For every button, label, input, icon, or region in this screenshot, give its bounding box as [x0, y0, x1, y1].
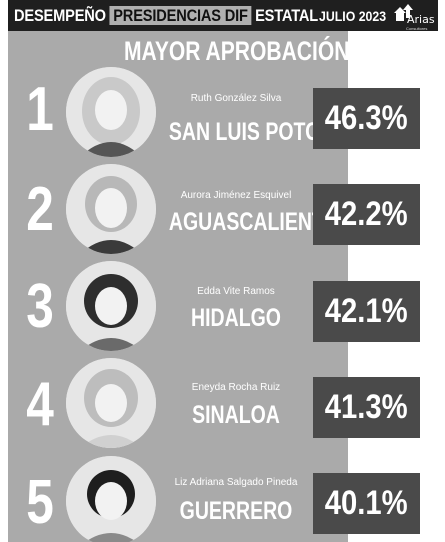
person-name: Liz Adriana Salgado Pineda [174, 477, 298, 488]
approval-box: 42.2% [313, 184, 420, 245]
approval-percent: 40.1% [325, 484, 408, 522]
state-name: SINALOA [192, 401, 280, 429]
person-name: Eneyda Rocha Ruiz [191, 382, 281, 393]
rank-number: 2 [26, 175, 54, 244]
approval-percent: 46.3% [325, 99, 408, 137]
date-label: JULIO 2023 [319, 8, 387, 24]
brand-logo: Arias Consultores [390, 0, 438, 31]
approval-percent: 42.1% [325, 292, 408, 330]
background-stripe [348, 0, 438, 542]
portrait-photo [66, 456, 156, 542]
page-subtitle: MAYOR APROBACIÓN [124, 36, 350, 66]
page-title: DESEMPEÑO PRESIDENCIAS DIF ESTATAL [14, 3, 318, 29]
rank-number: 4 [26, 370, 54, 439]
logo-tagline: Consultores [406, 26, 428, 31]
state-name: GUERRERO [179, 497, 293, 525]
logo-name: Arias [407, 13, 435, 26]
state-name: AGUASCALIENTES [168, 208, 350, 236]
rank-number: 3 [26, 272, 54, 341]
person-portrait-icon [66, 261, 156, 351]
title-part1: DESEMPEÑO [14, 6, 106, 25]
person-portrait-icon [66, 164, 156, 254]
portrait-photo [66, 261, 156, 351]
house-arrows-icon [394, 4, 413, 21]
title-highlight: PRESIDENCIAS DIF [109, 6, 252, 25]
approval-percent: 42.2% [325, 195, 408, 233]
person-name: Edda Vite Ramos [197, 286, 275, 297]
person-portrait-icon [66, 67, 156, 157]
header-bar: DESEMPEÑO PRESIDENCIAS DIF ESTATAL [8, 0, 438, 31]
approval-box: 46.3% [313, 88, 420, 149]
title-part2: ESTATAL [255, 6, 319, 25]
rank-number: 1 [26, 75, 54, 144]
approval-percent: 41.3% [325, 388, 408, 426]
person-name: Ruth González Silva [190, 93, 282, 104]
approval-box: 41.3% [313, 377, 420, 438]
person-portrait-icon [66, 456, 156, 542]
approval-box: 42.1% [313, 281, 420, 342]
approval-box: 40.1% [313, 473, 420, 534]
portrait-photo [66, 358, 156, 448]
person-name: Aurora Jiménez Esquivel [180, 190, 292, 201]
state-name: SAN LUIS POTOSÍ [168, 118, 339, 146]
portrait-photo [66, 67, 156, 157]
portrait-photo [66, 164, 156, 254]
state-name: HIDALGO [191, 304, 281, 332]
person-portrait-icon [66, 358, 156, 448]
rank-number: 5 [26, 468, 54, 537]
